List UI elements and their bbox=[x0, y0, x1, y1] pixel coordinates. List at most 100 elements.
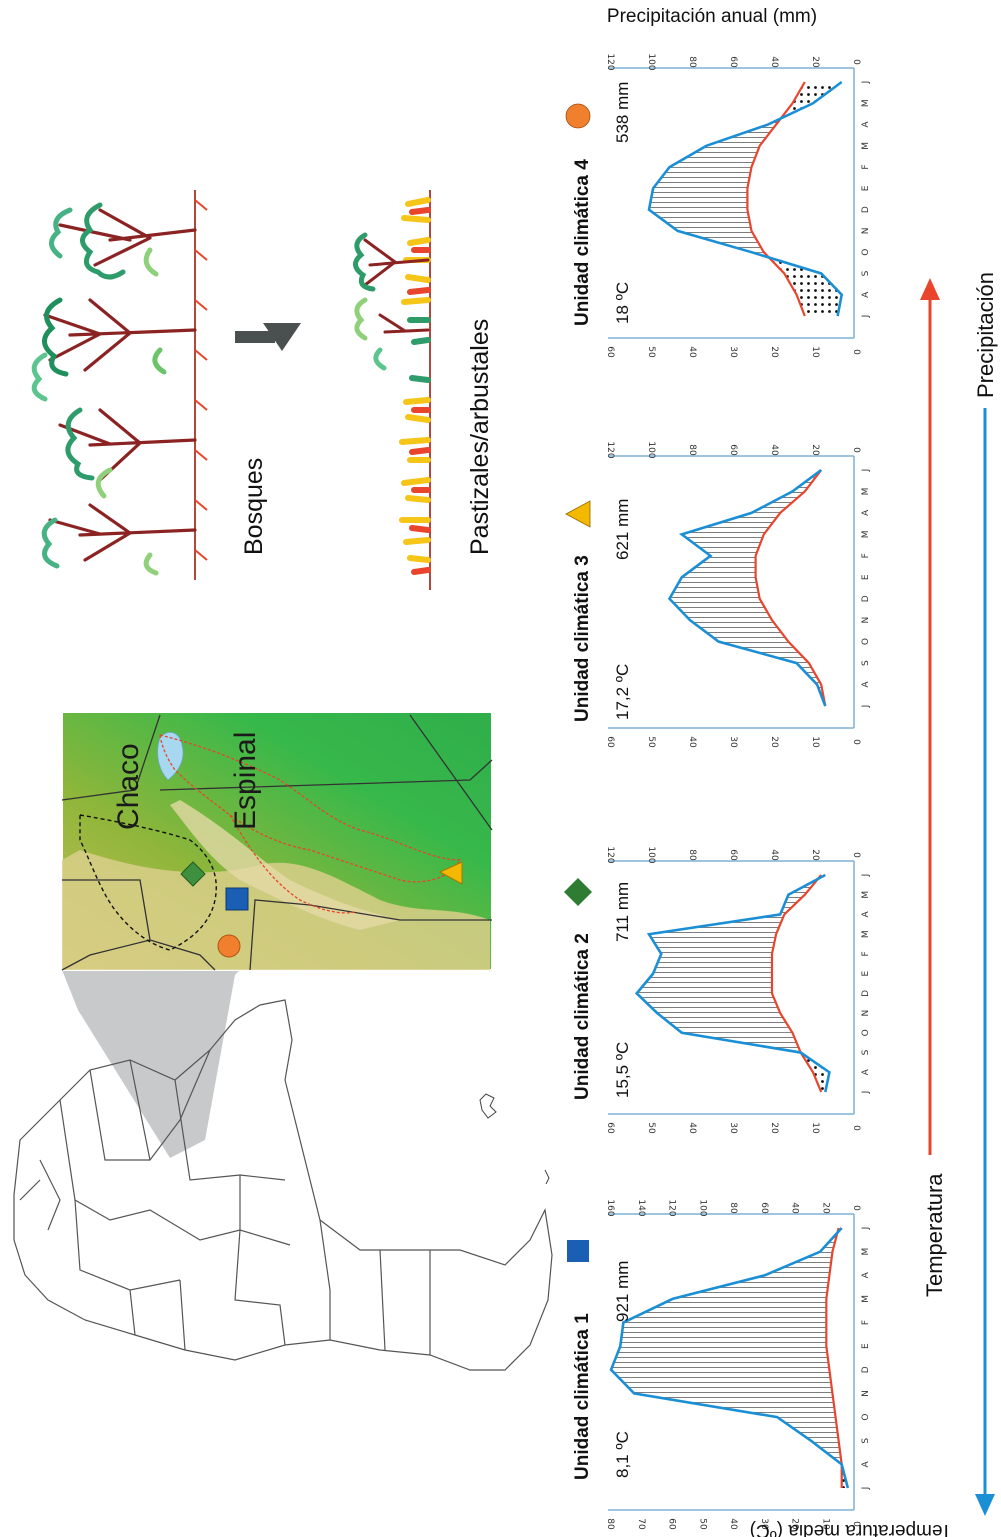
label-precipitacion: Precipitación bbox=[973, 272, 998, 398]
temperature-line bbox=[770, 874, 823, 1093]
precip-tick-label: 80 bbox=[687, 849, 697, 861]
fill-segment bbox=[623, 1298, 827, 1323]
transition-arrow bbox=[235, 323, 301, 351]
temp-tick-label: 40 bbox=[687, 1122, 697, 1134]
label-pastizales: Pastizales/arbustales bbox=[466, 319, 494, 555]
temp-tick-label: 10 bbox=[810, 736, 820, 748]
precip-tick-label: 80 bbox=[687, 56, 697, 68]
fill-segment bbox=[611, 1346, 830, 1370]
month-label: J bbox=[861, 705, 871, 709]
gradient-arrows: Temperatura Precipitación bbox=[920, 272, 998, 1516]
label-bosques: Bosques bbox=[240, 458, 268, 555]
month-label: D bbox=[861, 206, 871, 213]
month-label: A bbox=[861, 121, 871, 128]
map-marker-triangle bbox=[438, 861, 463, 885]
month-label: F bbox=[861, 951, 871, 956]
precip-tick-label: 60 bbox=[759, 1202, 769, 1214]
precip-tick-label: 120 bbox=[605, 441, 615, 458]
fill-segment bbox=[657, 1013, 793, 1033]
chart-title: Unidad climática 4 bbox=[572, 159, 593, 326]
month-label: A bbox=[861, 509, 871, 516]
precip-tick-label: 160 bbox=[605, 1199, 615, 1216]
precip-tick-label: 60 bbox=[728, 56, 738, 68]
map-marker-diamond bbox=[180, 861, 206, 887]
precip-tick-label: 60 bbox=[728, 849, 738, 861]
precip-tick-label: 40 bbox=[769, 849, 779, 861]
temp-tick-label: 40 bbox=[728, 1518, 738, 1530]
precip-value-label: 621 mm bbox=[613, 499, 632, 560]
fill-segment bbox=[792, 82, 842, 104]
temperature-line bbox=[746, 81, 806, 317]
temp-tick-label: 10 bbox=[810, 1122, 820, 1134]
marker-square bbox=[567, 1240, 589, 1262]
fill-segment bbox=[796, 294, 842, 316]
temp-value-label: 18 ºC bbox=[613, 282, 632, 324]
precip-tick-label: 120 bbox=[605, 53, 615, 70]
fill-segment bbox=[669, 577, 760, 599]
month-label: M bbox=[861, 530, 871, 538]
inset-map: Chaco Espinal bbox=[61, 711, 493, 971]
fill-segment bbox=[751, 491, 805, 513]
month-label: M bbox=[861, 99, 871, 107]
fill-segment bbox=[653, 953, 772, 974]
temp-tick-label: 50 bbox=[646, 346, 656, 358]
month-label: F bbox=[861, 164, 871, 169]
map-marker-circle bbox=[217, 934, 241, 958]
month-label: N bbox=[861, 1390, 871, 1397]
temp-tick-label: 60 bbox=[605, 1122, 615, 1134]
precip-tick-label: 0 bbox=[851, 852, 861, 858]
temp-tick-label: 20 bbox=[790, 1518, 800, 1530]
month-label: D bbox=[861, 990, 871, 997]
fill-segment bbox=[784, 273, 842, 295]
fill-segment bbox=[690, 620, 789, 642]
temp-tick-label: 10 bbox=[810, 346, 820, 358]
climate-chart-1: 0 10 20 30 40 50 60 70 80 0 20 40 60 80 100 120 140 160 J A… bbox=[567, 1199, 871, 1530]
temp-value-label: 17,2 ºC bbox=[613, 664, 632, 720]
month-label: F bbox=[861, 553, 871, 558]
chart-title: Unidad climática 3 bbox=[572, 555, 593, 722]
country-outline bbox=[13, 999, 553, 1371]
precip-tick-label: 40 bbox=[769, 444, 779, 456]
precip-tick-label: 100 bbox=[697, 1199, 707, 1216]
month-label: N bbox=[861, 1010, 871, 1017]
temp-tick-label: 10 bbox=[820, 1518, 830, 1530]
precip-tick-label: 20 bbox=[810, 444, 820, 456]
fill-segment bbox=[611, 1369, 833, 1394]
precip-tick-label: 20 bbox=[820, 1202, 830, 1214]
temp-tick-label: 60 bbox=[605, 346, 615, 358]
precip-tick-label: 120 bbox=[667, 1199, 677, 1216]
month-label: J bbox=[861, 1227, 871, 1231]
temp-tick-label: 30 bbox=[759, 1518, 769, 1530]
precip-tick-label: 40 bbox=[790, 1202, 800, 1214]
map-marker-square bbox=[225, 887, 249, 911]
month-label: M bbox=[861, 142, 871, 150]
fill-segment bbox=[669, 145, 760, 168]
month-label: O bbox=[861, 638, 871, 645]
precip-tick-label: 0 bbox=[851, 59, 861, 65]
month-label: F bbox=[861, 1320, 871, 1325]
month-label: M bbox=[861, 891, 871, 899]
islands bbox=[479, 1093, 550, 1185]
precip-tick-label: 140 bbox=[636, 1199, 646, 1216]
month-label: E bbox=[861, 970, 871, 976]
fill-segment bbox=[649, 209, 752, 231]
fill-segment bbox=[681, 534, 764, 556]
climate-chart-4: 0 10 20 30 40 50 60 0 20 40 60 80 100 120 J A S O N D E F M A M J… bbox=[565, 53, 871, 358]
fill-segment bbox=[681, 512, 781, 535]
fill-segment bbox=[634, 1393, 836, 1418]
temperature-line bbox=[825, 1227, 843, 1488]
month-label: O bbox=[861, 1414, 871, 1421]
map-label-espinal: Espinal bbox=[229, 732, 262, 830]
temp-tick-label: 50 bbox=[697, 1518, 707, 1530]
fill-segment bbox=[636, 973, 772, 994]
month-label: M bbox=[861, 1248, 871, 1256]
marker-diamond bbox=[564, 878, 592, 906]
fill-segment bbox=[777, 1417, 839, 1441]
month-label: A bbox=[861, 1271, 871, 1278]
temp-tick-label: 60 bbox=[605, 736, 615, 748]
fill-segment bbox=[649, 188, 748, 210]
precip-tick-label: 20 bbox=[810, 56, 820, 68]
temp-tick-label: 20 bbox=[769, 736, 779, 748]
fill-segment bbox=[672, 1275, 830, 1299]
